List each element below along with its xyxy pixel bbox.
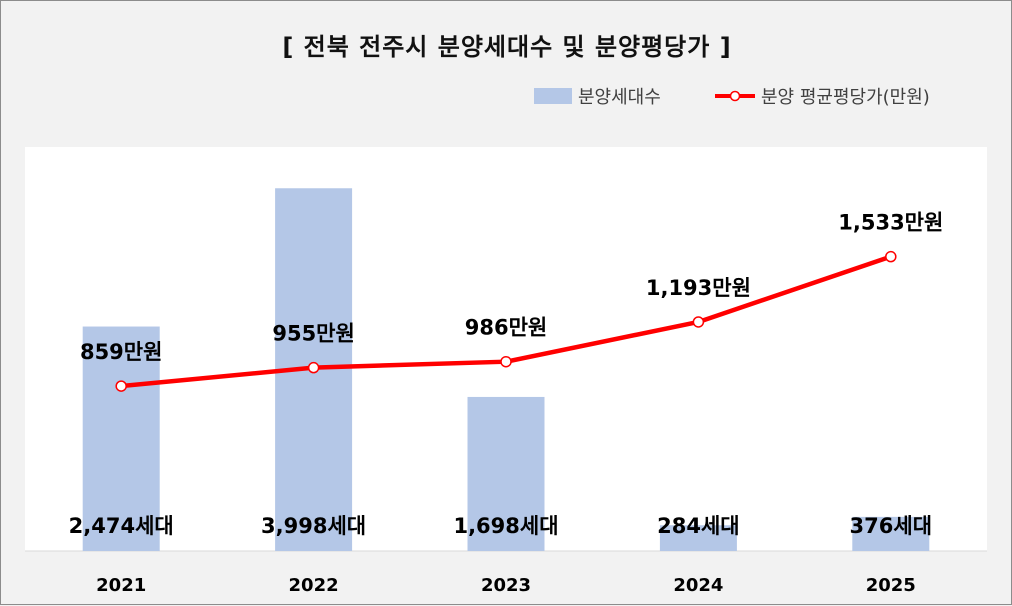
bar-2025 (852, 516, 930, 551)
price-point-2024 (692, 316, 705, 328)
price-point-2025 (885, 250, 897, 263)
x-tick-label-2022: 2022 (289, 575, 339, 596)
x-tick-label-2024: 2024 (673, 575, 723, 596)
price-label-2022: 955만원 (272, 322, 354, 346)
price-point-2023 (500, 355, 512, 368)
price-label-2023: 986만원 (465, 316, 547, 340)
bar-label-2022: 3,998세대 (261, 514, 366, 538)
legend-swatch-line (715, 90, 755, 102)
legend-label-price: 분양 평균평당가(만원) (761, 87, 930, 108)
bar-label-2025: 376세대 (850, 514, 932, 538)
bar-2024 (659, 525, 737, 551)
price-label-2021: 859만원 (80, 340, 162, 364)
price-label-2024: 1,193만원 (646, 276, 751, 300)
chart-title: [ 전북 전주시 분양세대수 및 분양평당가 ] (282, 33, 732, 61)
legend-item-households: 분양세대수 (534, 85, 661, 108)
x-tick-label-2025: 2025 (866, 575, 916, 596)
legend-swatch-bar (534, 88, 572, 104)
bar-label-2023: 1,698세대 (453, 514, 558, 538)
x-tick-label-2023: 2023 (481, 575, 531, 596)
price-point-2022 (307, 361, 320, 374)
x-tick-label-2021: 2021 (96, 575, 146, 596)
price-point-2021 (115, 380, 127, 392)
legend-label-households: 분양세대수 (578, 87, 661, 108)
bar-2023 (467, 396, 545, 551)
price-label-2025: 1,533만원 (838, 211, 943, 235)
legend-item-price: 분양 평균평당가(만원) (713, 85, 930, 108)
bar-2021 (82, 326, 160, 551)
bar-label-2021: 2,474세대 (69, 514, 174, 538)
bar-label-2024: 284세대 (657, 514, 739, 538)
